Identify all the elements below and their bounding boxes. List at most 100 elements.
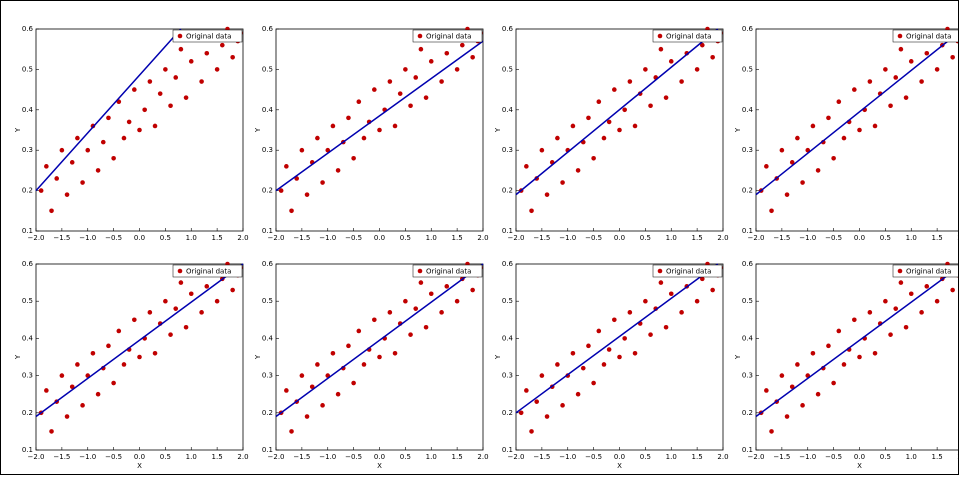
legend-marker [177, 268, 183, 274]
data-point [857, 354, 862, 360]
x-tick-label: −2.0 [28, 453, 45, 461]
x-tick-label: −1.5 [293, 234, 310, 242]
data-point [764, 164, 769, 169]
data-point [658, 280, 664, 285]
x-tick-label: 0.0 [614, 453, 625, 461]
data-point [831, 380, 836, 386]
data-point [883, 67, 888, 72]
data-point [137, 354, 142, 360]
legend-marker [177, 33, 183, 39]
data-point [518, 410, 524, 416]
data-point [586, 115, 591, 121]
y-tick-label: 0.5 [262, 65, 273, 73]
y-tick-label: 0.4 [742, 334, 754, 342]
data-point [403, 67, 408, 72]
data-point [555, 135, 560, 141]
data-point [648, 103, 653, 109]
data-point [408, 332, 413, 337]
data-point [69, 160, 75, 165]
y-tick-label: 0.3 [742, 146, 753, 154]
data-point [769, 429, 774, 434]
y-tick-label: 0.3 [262, 146, 273, 154]
data-point [106, 343, 111, 349]
data-point [304, 192, 310, 197]
data-point [188, 59, 194, 64]
plot-area [755, 263, 959, 451]
y-tick-label: 0.2 [22, 187, 33, 195]
x-tick-label: −1.5 [533, 453, 550, 461]
data-point [606, 347, 612, 352]
x-tick-label: 1.0 [426, 234, 437, 242]
data-point [529, 208, 534, 214]
data-point [304, 414, 310, 419]
data-point [95, 391, 101, 397]
data-point [643, 67, 648, 72]
data-point [204, 284, 210, 289]
data-point [575, 168, 581, 173]
y-tick-label: 0.5 [742, 297, 753, 305]
data-point [612, 87, 617, 92]
data-point [289, 429, 294, 434]
legend-label: Original data [906, 33, 951, 41]
data-point [284, 164, 289, 169]
x-tick-label: −1.0 [559, 234, 576, 242]
data-point [299, 373, 305, 378]
data-point [85, 147, 91, 153]
x-tick-label: −1.0 [79, 453, 96, 461]
scatter-chart: −2.0 −1.5 −1.0 −0.5 0.0 0.5 1.0 1.5 2.0 0.1 0.2 0.3… [494, 25, 729, 242]
y-tick-label: 0.1 [502, 446, 513, 454]
fit-line [755, 266, 959, 418]
data-point [800, 180, 805, 185]
x-tick-label: 0.0 [134, 453, 145, 461]
legend-box [652, 264, 723, 278]
x-tick-label: 0.0 [374, 453, 385, 461]
fit-line [755, 31, 959, 196]
data-point [111, 155, 116, 161]
data-point [779, 147, 785, 153]
x-tick-label: 0.5 [400, 453, 411, 461]
legend-box [172, 264, 243, 278]
x-axis-label: X [137, 462, 142, 470]
legend-label: Original data [666, 33, 711, 41]
data-point [152, 123, 158, 129]
data-point [888, 103, 893, 109]
x-tick-label: −0.5 [105, 453, 122, 461]
y-tick-label: 0.6 [262, 260, 274, 268]
y-tick-label: 0.4 [22, 334, 34, 342]
x-tick-label: 1.0 [186, 234, 197, 242]
data-point [439, 310, 444, 315]
data-point [658, 46, 664, 52]
data-point [710, 287, 715, 293]
data-point [898, 280, 904, 285]
data-point [648, 332, 653, 337]
data-point [44, 388, 49, 393]
legend-box [892, 29, 959, 43]
data-point [199, 79, 204, 84]
legend-marker [897, 33, 903, 39]
fit-line [275, 263, 484, 418]
data-point [356, 328, 362, 334]
x-tick-label: 1.5 [932, 234, 943, 242]
data-point [418, 280, 424, 285]
x-tick-label: −2.0 [268, 234, 285, 242]
x-tick-label: 0.5 [160, 234, 171, 242]
data-point [893, 75, 899, 80]
y-tick-label: 0.3 [502, 372, 513, 380]
data-point [289, 208, 294, 214]
y-tick-label: 0.3 [742, 372, 753, 380]
data-point [100, 139, 106, 145]
data-point [710, 54, 715, 60]
data-point [444, 284, 450, 289]
data-point [524, 164, 529, 169]
y-tick-label: 0.6 [502, 25, 514, 33]
y-tick-label: 0.6 [742, 260, 754, 268]
x-tick-label: −2.0 [508, 234, 525, 242]
data-point [147, 310, 153, 315]
data-point [372, 87, 377, 92]
data-point [346, 115, 351, 121]
data-point [325, 147, 331, 153]
data-point [132, 317, 137, 323]
data-point [867, 310, 873, 315]
data-point [392, 350, 398, 356]
